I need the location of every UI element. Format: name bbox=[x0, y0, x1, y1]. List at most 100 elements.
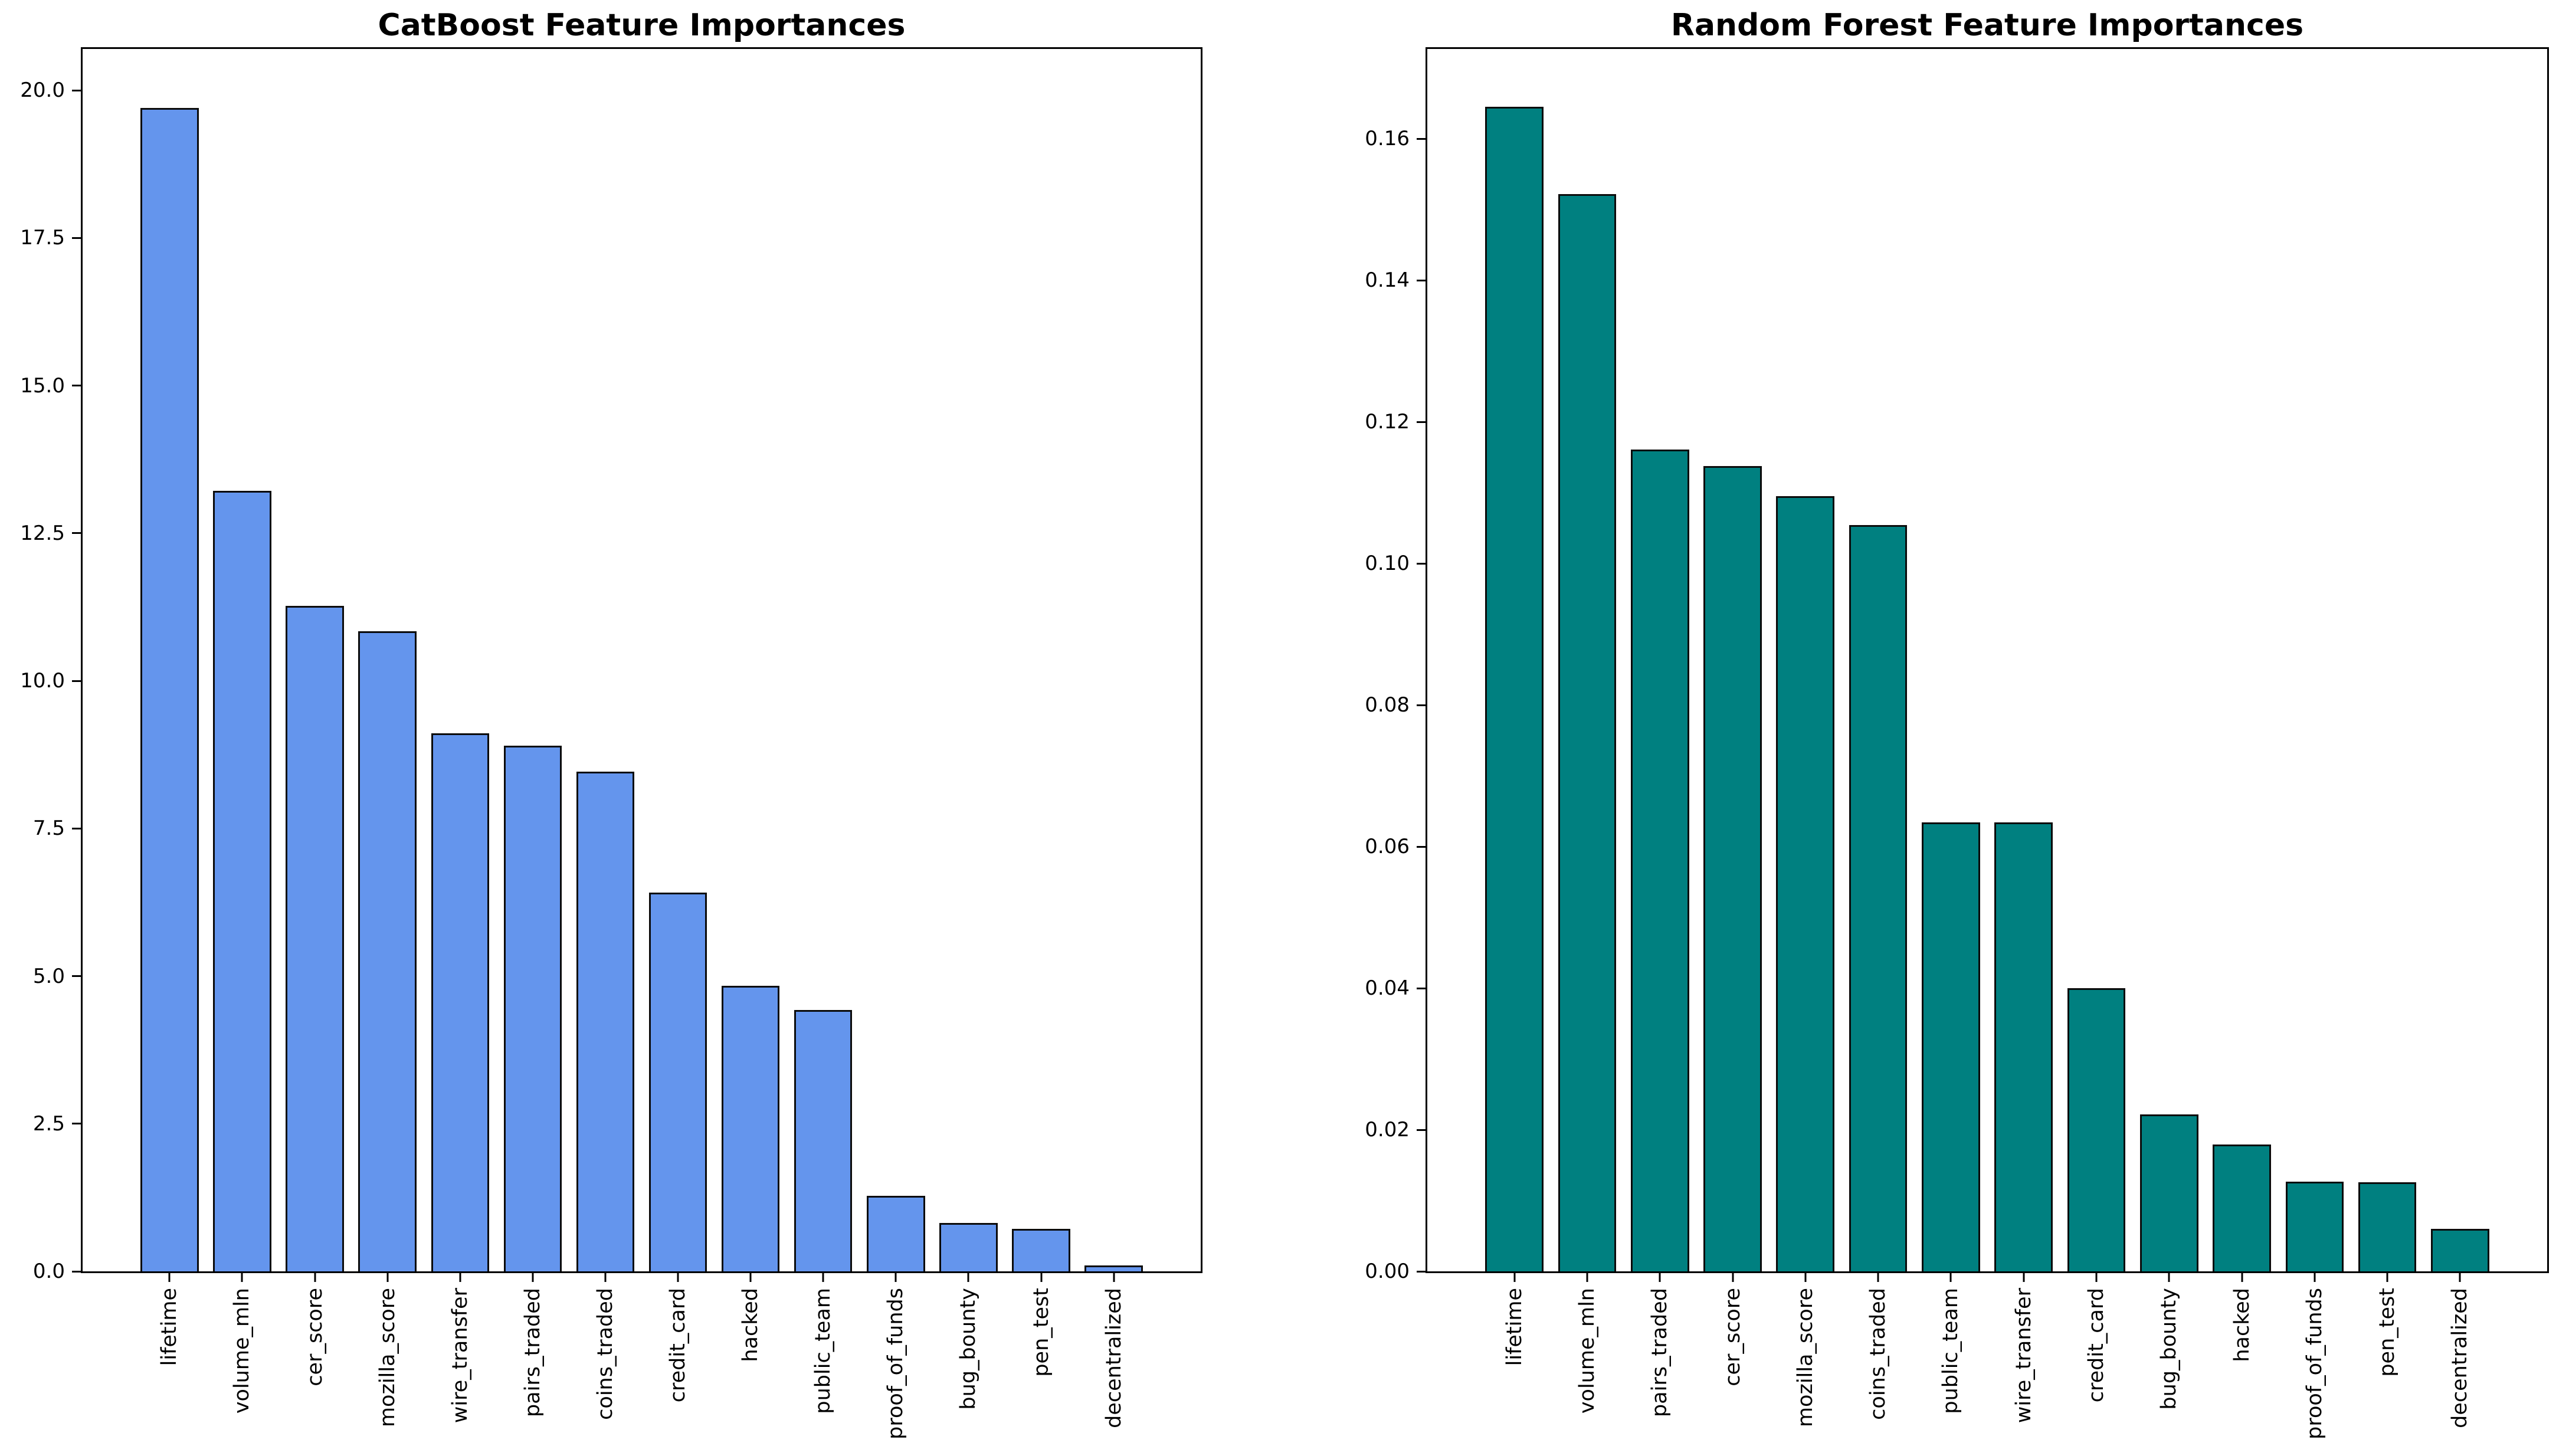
y-axis-tick-label: 0.06 bbox=[1365, 835, 1410, 859]
bar-slot: public_team bbox=[787, 49, 860, 1414]
bar-slot: credit_card bbox=[641, 49, 714, 1402]
y-axis-tick-label: 0.14 bbox=[1365, 268, 1410, 293]
bar-proof_of_funds bbox=[2285, 1181, 2344, 1271]
x-axis-tick bbox=[2241, 1271, 2243, 1282]
x-axis-tick-label: wire_transfer bbox=[2011, 1288, 2036, 1424]
x-axis-tick bbox=[1949, 1271, 1952, 1282]
bar-slot: proof_of_funds bbox=[860, 49, 932, 1439]
bar-slot: proof_of_funds bbox=[2278, 49, 2351, 1439]
y-axis-tick bbox=[72, 89, 83, 91]
y-axis-tick-label: 0.12 bbox=[1365, 410, 1410, 434]
y-axis-tick bbox=[72, 975, 83, 978]
x-axis-tick-label: proof_of_funds bbox=[884, 1288, 908, 1439]
x-axis-tick bbox=[2459, 1271, 2461, 1282]
bar-hacked bbox=[2213, 1145, 2271, 1271]
y-axis-tick bbox=[1417, 562, 1427, 565]
bar-slot: volume_mln bbox=[206, 49, 278, 1414]
bar-slot: decentralized bbox=[1077, 49, 1150, 1428]
y-axis-tick-label: 10.0 bbox=[20, 669, 65, 693]
x-axis-tick-label: pen_test bbox=[2375, 1288, 2400, 1377]
bar-slot: pairs_traded bbox=[1624, 49, 1696, 1417]
bar-slot: mozilla_score bbox=[1769, 49, 1841, 1427]
bar-coins_traded bbox=[576, 772, 635, 1271]
y-axis-tick bbox=[72, 680, 83, 682]
bar-lifetime bbox=[1485, 107, 1544, 1271]
x-axis-tick bbox=[1659, 1271, 1661, 1282]
x-axis-tick bbox=[822, 1271, 824, 1282]
bar-bug_bounty bbox=[2139, 1114, 2198, 1271]
x-axis-tick-label: coins_traded bbox=[1866, 1288, 1890, 1420]
bar-slot: wire_transfer bbox=[424, 49, 496, 1423]
bar-pen_test bbox=[1012, 1228, 1070, 1271]
x-axis-tick-label: hacked bbox=[739, 1288, 763, 1362]
bar-volume_mln bbox=[1558, 194, 1617, 1271]
x-axis-tick-label: mozilla_score bbox=[375, 1288, 399, 1428]
x-axis-tick bbox=[894, 1271, 897, 1282]
bar-slot: volume_mln bbox=[1551, 49, 1623, 1414]
x-axis-tick bbox=[967, 1271, 969, 1282]
x-axis-tick bbox=[2314, 1271, 2316, 1282]
catboost-chart-title: CatBoost Feature Importances bbox=[378, 8, 906, 43]
x-axis-tick-label: wire_transfer bbox=[448, 1288, 472, 1424]
x-axis-tick bbox=[532, 1271, 534, 1282]
bar-decentralized bbox=[2431, 1229, 2489, 1271]
x-axis-tick-label: pairs_traded bbox=[520, 1288, 545, 1418]
plot-area: lifetime volume_mln pairs_traded cer_score m… bbox=[1365, 47, 2549, 1439]
y-axis-tick-label: 0.00 bbox=[1365, 1260, 1410, 1283]
bar-wire_transfer bbox=[1994, 822, 2053, 1271]
x-axis-tick-label: pairs_traded bbox=[1648, 1288, 1672, 1418]
bar-slot: hacked bbox=[715, 49, 787, 1362]
bar-slot: lifetime bbox=[1478, 49, 1551, 1366]
x-axis-tick-label: bug_bounty bbox=[2157, 1288, 2181, 1410]
x-axis-tick bbox=[1513, 1271, 1516, 1282]
y-axis-tick-label: 17.5 bbox=[20, 226, 65, 250]
bar-public_team bbox=[794, 1009, 853, 1271]
x-axis-tick bbox=[1804, 1271, 1807, 1282]
x-axis-tick-label: volume_mln bbox=[230, 1288, 254, 1414]
x-axis-tick-label: cer_score bbox=[1721, 1288, 1745, 1386]
bars-container: lifetime volume_mln pairs_traded cer_score m… bbox=[1427, 49, 2547, 1439]
y-axis-tick bbox=[72, 385, 83, 387]
bar-mozilla_score bbox=[358, 631, 417, 1271]
bar-slot: bug_bounty bbox=[932, 49, 1005, 1410]
y-axis-tick bbox=[72, 237, 83, 239]
y-axis-tick-label: 2.5 bbox=[32, 1111, 65, 1136]
x-axis-tick bbox=[749, 1271, 752, 1282]
bar-slot: cer_score bbox=[278, 49, 351, 1386]
y-axis-tick bbox=[1417, 137, 1427, 140]
x-axis-tick bbox=[386, 1271, 389, 1282]
y-axis-tick bbox=[1417, 845, 1427, 848]
y-axis-tick-label: 15.0 bbox=[20, 373, 65, 398]
catboost-chart: CatBoost Feature Importances lifetime vol… bbox=[20, 0, 1202, 1456]
bar-slot: hacked bbox=[2206, 49, 2278, 1362]
bar-decentralized bbox=[1084, 1265, 1143, 1271]
random-forest-chart-title: Random Forest Feature Importances bbox=[1670, 8, 2304, 43]
bar-credit_card bbox=[648, 893, 707, 1271]
y-axis-tick bbox=[1417, 279, 1427, 281]
x-axis-tick-label: public_team bbox=[811, 1288, 835, 1414]
bar-pen_test bbox=[2358, 1182, 2417, 1271]
y-axis-tick-label: 0.04 bbox=[1365, 976, 1410, 1001]
bar-proof_of_funds bbox=[867, 1195, 925, 1271]
y-axis-tick bbox=[72, 1123, 83, 1125]
x-axis-tick-label: public_team bbox=[1939, 1288, 1963, 1414]
x-axis-tick-label: lifetime bbox=[1502, 1288, 1526, 1366]
bar-public_team bbox=[1922, 822, 1980, 1271]
bar-slot: credit_card bbox=[2060, 49, 2132, 1402]
bars-container: lifetime volume_mln cer_score mozilla_score… bbox=[83, 49, 1201, 1439]
x-axis-tick bbox=[1877, 1271, 1879, 1282]
x-axis-tick bbox=[2023, 1271, 2025, 1282]
y-axis-tick-label: 20.0 bbox=[20, 78, 65, 103]
bar-mozilla_score bbox=[1776, 496, 1835, 1271]
x-axis-tick bbox=[241, 1271, 243, 1282]
y-axis-tick-label: 0.02 bbox=[1365, 1118, 1410, 1142]
x-axis-tick-label: lifetime bbox=[158, 1288, 182, 1366]
bar-slot: pen_test bbox=[1005, 49, 1077, 1377]
bar-slot: lifetime bbox=[133, 49, 206, 1366]
x-axis-tick-label: mozilla_score bbox=[1793, 1288, 1817, 1428]
y-axis-tick bbox=[72, 532, 83, 534]
y-axis-tick-label: 0.08 bbox=[1365, 693, 1410, 717]
x-axis-tick-label: hacked bbox=[2230, 1288, 2254, 1362]
x-axis-tick-label: cer_score bbox=[303, 1288, 327, 1386]
